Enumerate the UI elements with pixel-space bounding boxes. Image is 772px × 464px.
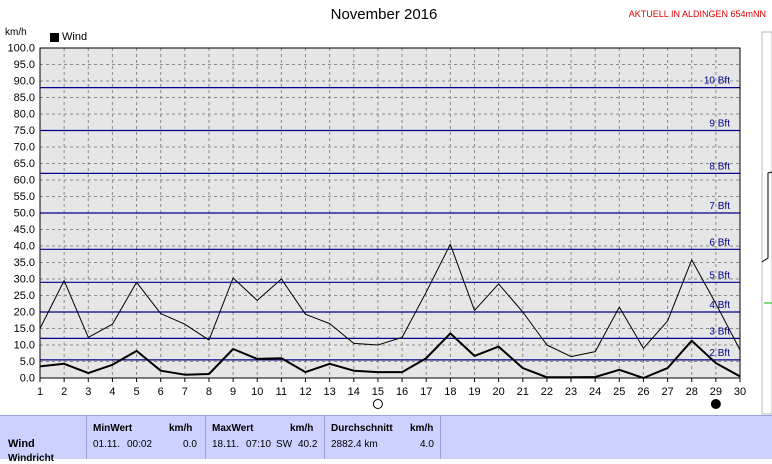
max-time: 07:10 xyxy=(246,439,272,450)
wind-average-line xyxy=(39,332,741,379)
x-tick-label: 3 xyxy=(85,386,91,398)
y-tick-label: 60.0 xyxy=(14,175,35,187)
x-tick-label: 1 xyxy=(37,386,43,398)
min-time: 00:02 xyxy=(127,439,153,450)
x-tick-label: 6 xyxy=(158,386,164,398)
x-tick-label: 5 xyxy=(133,386,139,398)
stats-row-label: Wind xyxy=(8,438,35,450)
x-tick-label: 23 xyxy=(565,386,577,398)
y-tick-label: 20.0 xyxy=(14,307,35,319)
avg-value: 4.0 xyxy=(420,439,434,450)
y-tick-label: 0.0 xyxy=(20,373,35,385)
min-unit: km/h xyxy=(169,423,193,434)
x-tick-label: 9 xyxy=(230,386,236,398)
min-value: 0.0 xyxy=(183,439,197,450)
stats-max-cell: MaxWert km/h 18.11. 07:10 SW 40.2 xyxy=(206,416,325,459)
x-tick-label: 7 xyxy=(182,386,188,398)
max-direction: SW xyxy=(276,439,293,450)
y-tick-label: 100.0 xyxy=(7,43,35,55)
station-label: AKTUELL IN ALDINGEN 654mNN xyxy=(628,9,766,19)
x-tick-label: 27 xyxy=(661,386,673,398)
x-tick-label: 2 xyxy=(61,386,67,398)
new-moon-icon xyxy=(710,399,721,409)
y-tick-label: 65.0 xyxy=(14,158,35,170)
beaufort-label: 5 Bft xyxy=(709,270,730,281)
y-tick-label: 70.0 xyxy=(14,142,35,154)
y-tick-label: 75.0 xyxy=(14,125,35,137)
avg-header: Durchschnitt xyxy=(331,423,393,434)
max-value: 40.2 xyxy=(298,439,318,450)
full-moon-icon xyxy=(372,399,383,409)
y-tick-label: 40.0 xyxy=(14,241,35,253)
chart-title: November 2016 xyxy=(330,6,438,23)
beaufort-label: 9 Bft xyxy=(709,119,730,130)
x-tick-label: 15 xyxy=(372,386,384,398)
y-tick-label: 25.0 xyxy=(14,290,35,302)
x-tick-label: 16 xyxy=(396,386,408,398)
x-tick-label: 30 xyxy=(734,386,746,398)
stats-panel: Wind Windricht MinWert km/h 01.11. 00:02… xyxy=(0,415,772,464)
x-tick-label: 29 xyxy=(710,386,722,398)
x-tick-label: 21 xyxy=(517,386,529,398)
side-panel-fragment xyxy=(761,31,772,415)
x-tick-label: 18 xyxy=(444,386,456,398)
x-tick-label: 4 xyxy=(109,386,115,398)
y-tick-label: 5.0 xyxy=(20,356,35,368)
x-tick-label: 8 xyxy=(206,386,212,398)
y-tick-label: 80.0 xyxy=(14,109,35,121)
x-tick-label: 17 xyxy=(420,386,432,398)
max-unit: km/h xyxy=(290,423,314,434)
y-axis-unit: km/h xyxy=(5,27,27,38)
stats-min-cell: MinWert km/h 01.11. 00:02 0.0 xyxy=(87,416,206,459)
y-tick-label: 45.0 xyxy=(14,224,35,236)
y-tick-label: 85.0 xyxy=(14,92,35,104)
beaufort-label: 8 Bft xyxy=(709,161,730,172)
x-tick-label: 28 xyxy=(686,386,698,398)
y-tick-label: 50.0 xyxy=(14,208,35,220)
max-date: 18.11. xyxy=(212,439,240,450)
legend: Wind xyxy=(50,31,87,43)
wind-chart: 0.0 5.0 10.0 15.0 20.0 25.0 30.0 35.0 40.0 45.0 50… xyxy=(7,31,772,415)
beaufort-label: 7 Bft xyxy=(709,201,730,212)
x-tick-label: 12 xyxy=(299,386,311,398)
y-tick-label: 30.0 xyxy=(14,274,35,286)
y-tick-label: 35.0 xyxy=(14,257,35,269)
avg-distance: 2882.4 km xyxy=(331,439,378,450)
beaufort-label: 4 Bft xyxy=(709,300,730,311)
x-tick-label: 24 xyxy=(589,386,601,398)
x-tick-label: 19 xyxy=(468,386,480,398)
plot-frame xyxy=(39,47,741,379)
beaufort-label: 3 Bft xyxy=(709,326,730,337)
avg-unit: km/h xyxy=(410,423,434,434)
x-tick-label: 20 xyxy=(492,386,504,398)
beaufort-label: 2 Bft xyxy=(709,348,730,359)
x-tick-label: 22 xyxy=(541,386,553,398)
min-header: MinWert xyxy=(93,423,133,434)
x-tick-label: 14 xyxy=(348,386,360,398)
stats-avg-cell: Durchschnitt km/h 2882.4 km 4.0 xyxy=(325,416,441,459)
y-tick-label: 95.0 xyxy=(14,59,35,71)
x-tick-label: 11 xyxy=(276,386,287,398)
stats-label-cell: Wind Windricht xyxy=(0,416,87,464)
beaufort-label: 10 Bft xyxy=(704,76,730,87)
legend-label-wind: Wind xyxy=(62,31,88,43)
wind-gust-line xyxy=(39,243,741,358)
y-tick-label: 55.0 xyxy=(14,191,35,203)
max-header: MaxWert xyxy=(212,423,254,434)
x-tick-label: 25 xyxy=(613,386,625,398)
beaufort-label: 6 Bft xyxy=(709,237,730,248)
min-date: 01.11. xyxy=(93,439,121,450)
x-tick-label: 13 xyxy=(324,386,336,398)
y-tick-label: 10.0 xyxy=(14,340,35,352)
legend-swatch xyxy=(50,32,59,42)
y-tick-label: 90.0 xyxy=(14,76,35,88)
stats-row-label-2: Windricht xyxy=(8,453,55,464)
x-tick-label: 10 xyxy=(251,386,263,398)
x-tick-label: 26 xyxy=(637,386,649,398)
y-tick-label: 15.0 xyxy=(14,323,35,335)
side-panel-line xyxy=(761,171,772,263)
